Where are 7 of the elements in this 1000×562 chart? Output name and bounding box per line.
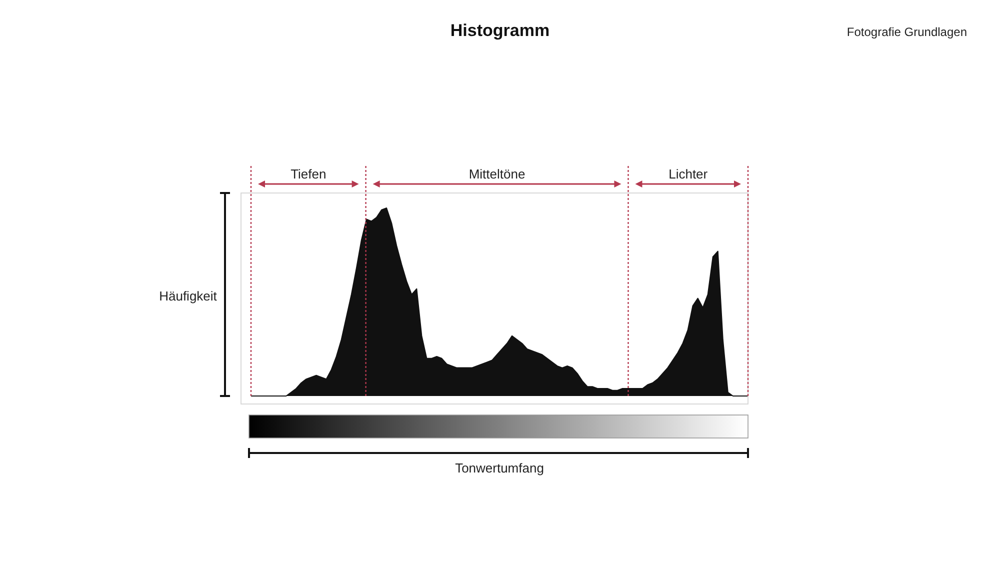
chart-title: Histogramm bbox=[450, 21, 550, 40]
y-axis-title: Häufigkeit bbox=[159, 288, 218, 304]
text: Lichter bbox=[668, 166, 708, 182]
text: Fotografie Grundlagen bbox=[846, 25, 967, 39]
text: Mitteltöne bbox=[468, 166, 526, 182]
text: Tiefen bbox=[290, 166, 326, 182]
x-axis-title: Tonwertumfang bbox=[455, 460, 544, 476]
